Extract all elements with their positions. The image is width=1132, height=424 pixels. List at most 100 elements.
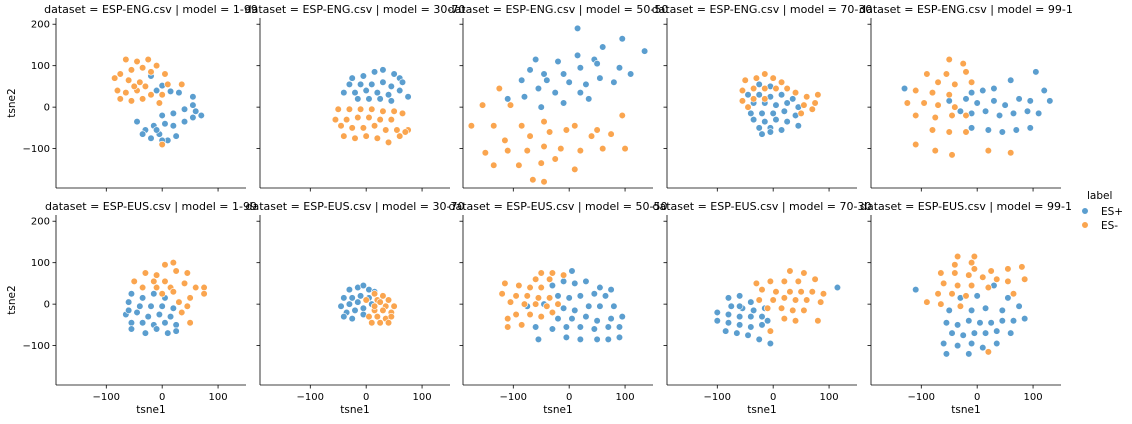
scatter-point-es-minus	[387, 115, 395, 124]
x-tick-label: 0	[770, 392, 776, 403]
scatter-point-es-plus	[359, 72, 367, 80]
scatter-point-es-minus	[152, 62, 161, 70]
scatter-point-es-minus	[962, 128, 970, 136]
scatter-point-es-minus	[155, 99, 163, 107]
scatter-point-es-minus	[537, 159, 545, 167]
scatter-point-es-plus	[596, 302, 604, 310]
scatter-point-es-minus	[379, 292, 387, 300]
scatter-point-es-minus	[478, 101, 487, 109]
scatter-point-es-minus	[951, 261, 959, 269]
scatter-point-es-plus	[161, 120, 169, 128]
scatter-point-es-plus	[576, 89, 584, 97]
scatter-point-es-plus	[755, 335, 763, 343]
scatter-point-es-plus	[136, 302, 144, 310]
scatter-point-es-plus	[387, 82, 395, 91]
scatter-point-es-plus	[945, 97, 953, 105]
scatter-point-es-plus	[736, 292, 744, 300]
scatter-point-es-minus	[811, 275, 819, 283]
scatter-point-es-plus	[604, 323, 612, 331]
scatter-point-es-minus	[158, 91, 166, 99]
scatter-point-es-minus	[987, 267, 995, 275]
scatter-point-es-minus	[172, 267, 180, 275]
scatter-point-es-plus	[973, 292, 981, 300]
scatter-point-es-minus	[738, 97, 747, 105]
panel-title: dataset = ESP-EUS.csv | model = 50-50	[449, 200, 668, 213]
scatter-point-es-minus	[139, 95, 147, 103]
scatter-point-es-minus	[379, 107, 387, 115]
scatter-point-es-minus	[540, 118, 548, 126]
scatter-point-es-plus	[948, 329, 956, 337]
scatter-point-es-plus	[1009, 317, 1018, 325]
scatter-point-es-minus	[186, 294, 194, 302]
scatter-point-es-minus	[540, 178, 548, 186]
scatter-point-es-minus	[164, 80, 172, 88]
scatter-point-es-minus	[599, 145, 607, 153]
scatter-point-es-plus	[337, 302, 345, 310]
scatter-point-es-plus	[127, 325, 136, 333]
scatter-point-es-plus	[744, 331, 752, 339]
scatter-point-es-plus	[172, 327, 180, 335]
scatter-point-es-minus	[954, 281, 962, 290]
scatter-point-es-minus	[571, 122, 579, 130]
scatter-point-es-minus	[772, 288, 780, 296]
scatter-point-es-minus	[951, 103, 959, 111]
scatter-point-es-plus	[152, 325, 161, 333]
scatter-point-es-minus	[501, 279, 509, 288]
scatter-point-es-plus	[354, 95, 362, 103]
scatter-point-es-minus	[136, 78, 144, 86]
scatter-point-es-plus	[532, 323, 540, 331]
scatter-point-es-plus	[573, 51, 582, 59]
scatter-point-es-minus	[548, 308, 557, 317]
scatter-point-es-plus	[744, 91, 752, 99]
scatter-point-es-minus	[345, 105, 354, 113]
panel-title: dataset = ESP-EUS.csv | model = 99-1	[860, 200, 1072, 213]
scatter-point-es-plus	[348, 294, 356, 302]
scatter-point-es-plus	[1015, 302, 1023, 310]
scatter-point-es-plus	[144, 312, 152, 321]
scatter-point-es-plus	[772, 101, 780, 109]
scatter-point-es-minus	[512, 310, 520, 319]
scatter-point-es-plus	[736, 321, 744, 329]
scatter-point-es-plus	[593, 60, 601, 68]
facet-panel: dataset = ESP-ENG.csv | model = 50-50	[448, 3, 668, 192]
scatter-point-es-plus	[747, 298, 755, 306]
scatter-point-es-minus	[537, 312, 545, 321]
scatter-point-es-plus	[169, 109, 177, 117]
scatter-point-es-plus	[161, 319, 169, 327]
scatter-point-es-minus	[772, 84, 780, 93]
scatter-point-es-plus	[348, 74, 356, 82]
scatter-point-es-plus	[596, 74, 604, 82]
scatter-point-es-minus	[738, 86, 747, 95]
x-tick-label: −100	[500, 392, 527, 403]
scatter-point-es-plus	[571, 306, 579, 314]
scatter-point-es-plus	[345, 300, 354, 308]
scatter-point-es-minus	[766, 327, 774, 335]
scatter-point-es-minus	[979, 273, 987, 281]
scatter-point-es-minus	[800, 269, 808, 277]
scatter-point-es-minus	[340, 132, 348, 140]
scatter-point-es-plus	[554, 315, 562, 323]
scatter-point-es-plus	[164, 329, 172, 337]
scatter-point-es-plus	[783, 99, 791, 107]
scatter-point-es-plus	[166, 87, 175, 95]
scatter-point-es-minus	[559, 271, 568, 279]
scatter-point-es-minus	[515, 281, 523, 290]
scatter-point-es-plus	[565, 294, 573, 302]
y-tick-label: −100	[23, 144, 50, 155]
scatter-point-es-minus	[786, 267, 794, 275]
scatter-point-es-minus	[518, 321, 526, 329]
scatter-point-es-minus	[546, 294, 554, 302]
scatter-point-es-minus	[817, 298, 825, 306]
scatter-point-es-plus	[518, 76, 526, 84]
scatter-point-es-plus	[1009, 109, 1018, 117]
scatter-point-es-plus	[970, 329, 978, 337]
scatter-point-es-minus	[532, 300, 540, 308]
scatter-point-es-plus	[568, 267, 576, 275]
scatter-point-es-plus	[345, 286, 354, 294]
scatter-point-es-minus	[945, 128, 953, 136]
scatter-point-es-plus	[973, 99, 981, 107]
x-tick-label: 100	[413, 392, 432, 403]
scatter-point-es-plus	[150, 290, 158, 298]
scatter-point-es-minus	[113, 86, 122, 95]
